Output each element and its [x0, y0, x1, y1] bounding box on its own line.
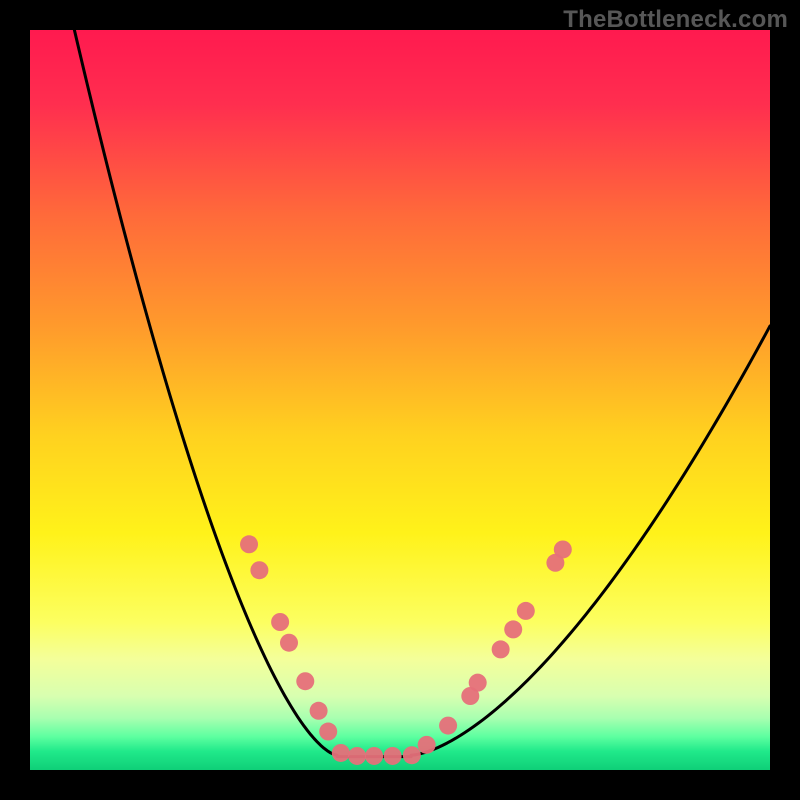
- data-point: [492, 640, 510, 658]
- data-point: [332, 744, 350, 762]
- plot-area: [30, 30, 770, 770]
- data-point: [365, 747, 383, 765]
- chart-frame: TheBottleneck.com: [0, 0, 800, 800]
- data-point: [418, 736, 436, 754]
- data-point: [280, 634, 298, 652]
- data-point: [348, 747, 366, 765]
- plot-svg: [30, 30, 770, 770]
- data-point: [250, 561, 268, 579]
- data-point: [384, 747, 402, 765]
- data-point: [240, 535, 258, 553]
- data-point: [310, 702, 328, 720]
- data-point: [319, 723, 337, 741]
- data-point: [403, 746, 421, 764]
- data-point: [439, 717, 457, 735]
- data-point: [271, 613, 289, 631]
- data-point: [517, 602, 535, 620]
- heatmap-background: [30, 30, 770, 770]
- data-point: [554, 540, 572, 558]
- data-point: [469, 674, 487, 692]
- data-point: [296, 672, 314, 690]
- data-point: [504, 620, 522, 638]
